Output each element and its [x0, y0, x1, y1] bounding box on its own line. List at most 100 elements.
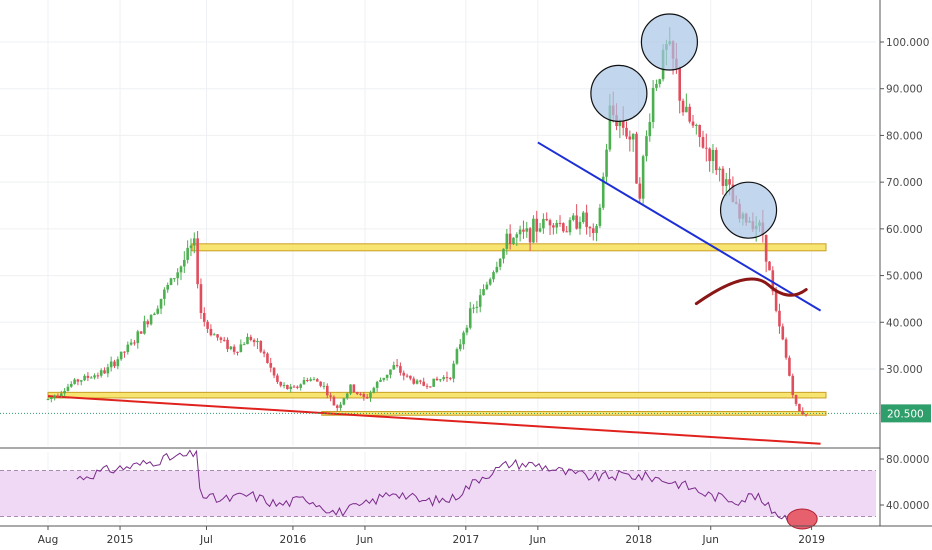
candle-body: [621, 120, 625, 128]
candle-body: [266, 353, 269, 364]
candle-body: [778, 310, 781, 327]
candle-body: [468, 308, 472, 328]
candle-body: [585, 212, 588, 228]
resistance-arc-path: [694, 277, 808, 306]
candle-body: [705, 147, 708, 149]
candle-body: [784, 339, 788, 358]
candle-body: [279, 381, 283, 386]
candle-body: [558, 222, 562, 224]
candle-body: [432, 378, 435, 387]
candle-body: [399, 366, 402, 373]
candle-body: [199, 284, 203, 314]
date-axis: Aug 2015 Jul 2016 Jun 2017 Jun 2018 Jun 2019: [38, 526, 825, 546]
candle-body: [282, 385, 286, 387]
candle-body: [711, 150, 715, 162]
date-tick-label: 2018: [625, 534, 652, 546]
candle-body: [409, 375, 412, 379]
candle-body: [781, 326, 785, 340]
candle-body: [222, 339, 226, 341]
candle-body: [578, 222, 582, 229]
downtrend: [537, 141, 822, 312]
candle-body: [462, 332, 465, 345]
candle-body: [405, 375, 409, 377]
candle-body: [292, 386, 296, 388]
candle-body: [714, 150, 718, 171]
candle-body: [189, 245, 193, 248]
candle-body: [316, 379, 319, 382]
candle-body: [415, 380, 419, 384]
candle-body: [678, 67, 682, 101]
candle-body: [791, 375, 795, 395]
date-tick-label: 2015: [107, 534, 134, 546]
candle-body: [645, 136, 648, 157]
resistance-arc: [694, 277, 808, 306]
candle-body: [256, 340, 259, 343]
candle-body: [76, 379, 80, 382]
candle-body: [216, 334, 219, 338]
candle-body: [96, 375, 100, 377]
candle-body: [512, 237, 515, 245]
candle-body: [525, 228, 529, 232]
candle-body: [452, 363, 455, 379]
candle-body: [605, 149, 608, 177]
candle-body: [651, 87, 655, 123]
candle-body: [236, 351, 239, 353]
rsi-panel: [0, 470, 876, 517]
support-zone-1: [191, 243, 827, 252]
candle-body: [202, 313, 206, 322]
candle-body: [299, 384, 302, 388]
candle-body: [628, 136, 632, 140]
candle-body: [335, 405, 339, 408]
date-tick-label: Aug: [38, 534, 59, 546]
price-axis: 100.000 90.000 80.000 70.000 60.000 50.000 40.…: [0, 37, 931, 423]
candle-body: [724, 179, 728, 186]
candle-body: [276, 375, 279, 382]
candle-body: [106, 367, 110, 374]
candle-body: [73, 379, 76, 384]
price-tick-label: 100.000: [886, 37, 929, 49]
price-tick-label: 50.000: [886, 271, 923, 283]
candle-body: [478, 295, 482, 307]
candle-body: [219, 337, 223, 340]
price-tick-label: 70.000: [886, 177, 923, 189]
candle-body: [641, 156, 645, 199]
candle-body: [143, 321, 146, 334]
candle-body: [532, 218, 535, 243]
candle-body: [269, 363, 273, 368]
candle-body: [768, 261, 771, 271]
candle-body: [455, 349, 459, 364]
candle-body: [598, 207, 602, 226]
candle-body: [209, 328, 213, 336]
candle-body: [212, 334, 216, 336]
candle-body: [685, 106, 688, 113]
price-tick-label: 30.000: [886, 364, 923, 376]
rsi-band: [0, 470, 876, 517]
candle-body: [482, 289, 485, 296]
candle-body: [259, 340, 263, 352]
rsi-line-group: [76, 449, 818, 530]
candle-body: [728, 179, 731, 185]
candle-body: [472, 307, 475, 309]
candle-body: [379, 379, 382, 382]
candle-body: [618, 120, 622, 127]
candle-body: [389, 369, 392, 375]
candle-body: [309, 379, 312, 381]
candle-body: [774, 291, 778, 311]
lower-trend: [47, 395, 821, 445]
candle-body: [608, 105, 612, 150]
candle-body: [306, 379, 309, 381]
candle-body: [419, 380, 422, 382]
candle-body: [252, 339, 256, 343]
candle-body: [312, 379, 316, 381]
candle-body: [708, 148, 711, 162]
price-grid: [0, 0, 876, 523]
candle-body: [638, 183, 642, 199]
pattern-circle-2: [640, 13, 699, 71]
candle-body: [448, 377, 452, 379]
candle-body: [226, 339, 229, 350]
candle-body: [342, 398, 346, 405]
candle-body: [518, 229, 522, 235]
candle-body: [488, 279, 492, 285]
candle-body: [262, 351, 266, 354]
